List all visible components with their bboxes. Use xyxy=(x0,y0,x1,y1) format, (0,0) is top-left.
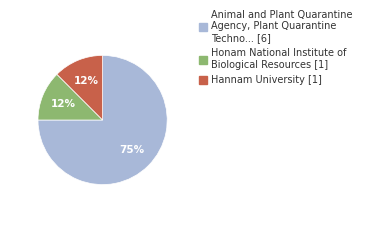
Text: 12%: 12% xyxy=(51,99,76,109)
Wedge shape xyxy=(57,55,103,120)
Text: 75%: 75% xyxy=(120,145,145,155)
Wedge shape xyxy=(38,55,167,185)
Wedge shape xyxy=(38,74,103,120)
Text: 12%: 12% xyxy=(74,76,99,86)
Legend: Animal and Plant Quarantine
Agency, Plant Quarantine
Techno... [6], Honam Nation: Animal and Plant Quarantine Agency, Plan… xyxy=(199,10,353,85)
